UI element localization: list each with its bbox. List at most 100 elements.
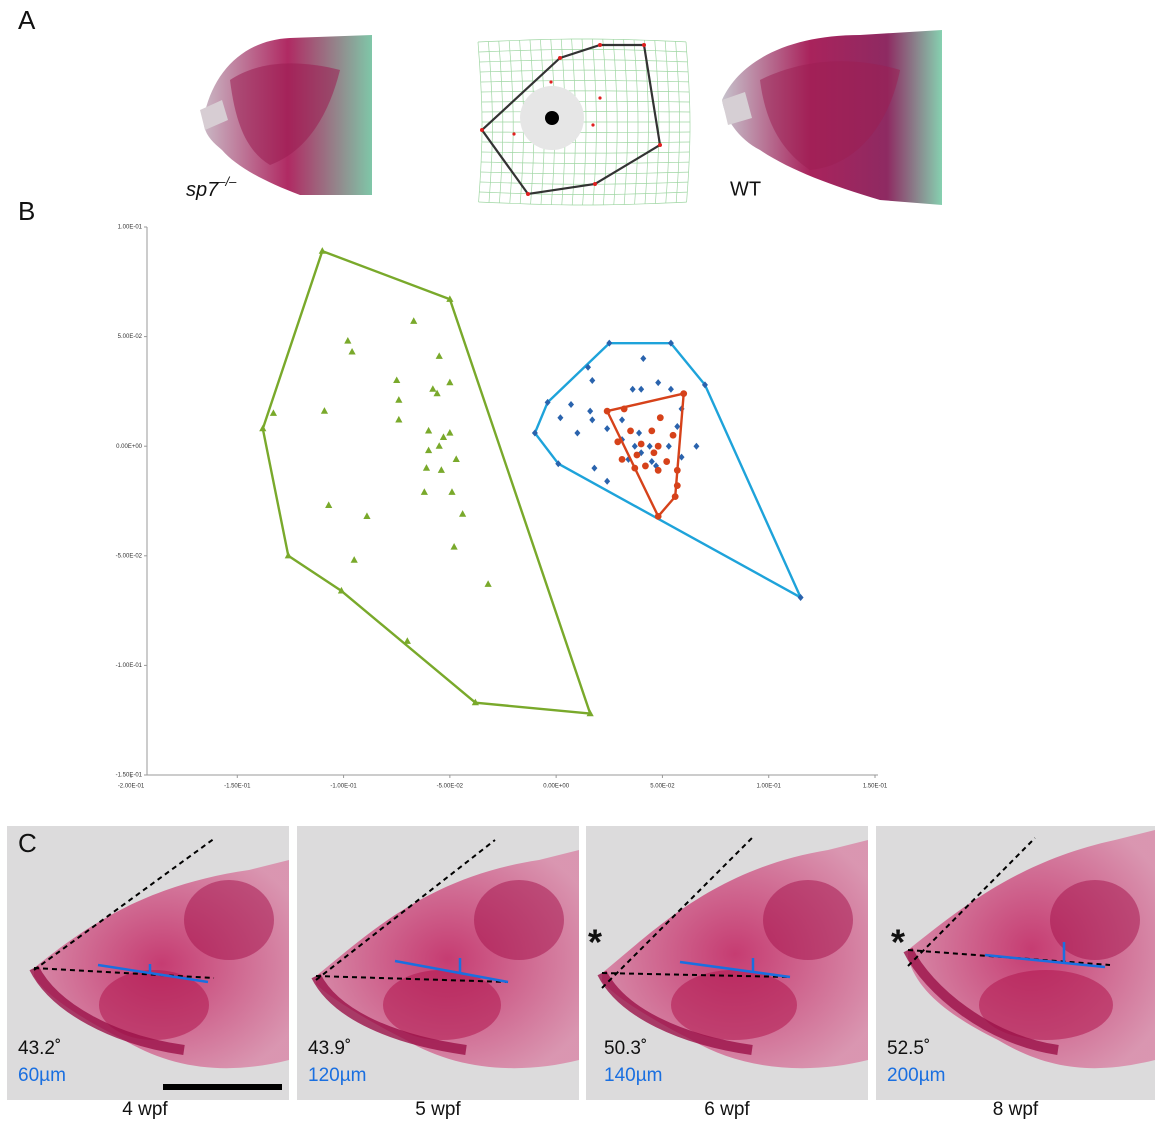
y-tick-label: 0.00E+00	[116, 444, 143, 450]
point	[440, 433, 447, 440]
point	[630, 386, 636, 393]
length-value: 140µm	[604, 1065, 662, 1086]
asterisk: *	[891, 922, 905, 963]
point	[619, 416, 625, 423]
mutant-superscript: –/–	[217, 174, 237, 189]
point	[657, 414, 664, 421]
point	[363, 512, 370, 519]
stage-label: 8 wpf	[993, 1099, 1039, 1120]
angle-value: 43.9˚	[308, 1038, 351, 1059]
point	[649, 458, 655, 465]
mutant-label: sp7–/–	[186, 174, 237, 201]
point	[627, 427, 634, 434]
point	[632, 443, 638, 450]
y-tick-label: -1.50E-01	[116, 773, 143, 779]
point	[448, 488, 455, 495]
point	[574, 430, 580, 437]
angle-value: 50.3˚	[604, 1038, 647, 1059]
length-value: 200µm	[887, 1065, 945, 1086]
hull	[263, 251, 590, 713]
point	[638, 386, 644, 393]
point	[395, 416, 402, 423]
point	[568, 401, 574, 408]
point	[285, 552, 292, 559]
specimen-photo: 52.5˚ 200µm *	[876, 826, 1155, 1100]
point	[348, 348, 355, 355]
point	[680, 390, 687, 397]
point	[321, 407, 328, 414]
point	[259, 425, 266, 432]
x-tick-label: 1.00E-01	[757, 784, 782, 790]
point	[421, 488, 428, 495]
panel-letter: B	[18, 196, 35, 226]
panel-letter: A	[18, 5, 36, 35]
point	[351, 556, 358, 563]
point	[446, 379, 453, 386]
point	[614, 438, 621, 445]
x-tick-label: 1.50E-01	[863, 784, 888, 790]
point	[591, 465, 597, 472]
point	[666, 443, 672, 450]
point	[631, 465, 638, 472]
mutant-photo	[200, 35, 372, 195]
point	[429, 385, 436, 392]
point	[674, 423, 680, 430]
specimen-photo: 43.2˚60µm	[7, 826, 289, 1100]
point	[634, 452, 641, 459]
point	[485, 580, 492, 587]
point	[453, 455, 460, 462]
point	[640, 355, 646, 362]
point	[325, 501, 332, 508]
panel-letter: C	[18, 828, 37, 858]
point	[604, 425, 610, 432]
stage-label: 6 wpf	[704, 1099, 750, 1120]
x-tick-label: 0.00E+00	[543, 784, 570, 790]
opercle	[671, 970, 797, 1040]
wt-label: WT	[730, 178, 761, 200]
y-tick-label: -5.00E-02	[116, 553, 143, 559]
point	[459, 510, 466, 517]
point	[663, 458, 670, 465]
point	[674, 467, 681, 474]
point	[619, 456, 626, 463]
x-tick-label: -1.50E-01	[224, 784, 251, 790]
scale-bar	[163, 1084, 282, 1090]
point	[451, 543, 458, 550]
asterisk: *	[588, 922, 602, 963]
point	[655, 467, 662, 474]
point	[393, 376, 400, 383]
point	[668, 386, 674, 393]
eye-region	[474, 880, 564, 960]
length-value: 120µm	[308, 1065, 366, 1086]
point	[319, 247, 326, 254]
point	[589, 377, 595, 384]
point	[425, 427, 432, 434]
angle-value: 52.5˚	[887, 1038, 930, 1059]
point	[438, 466, 445, 473]
angle-value: 43.2˚	[18, 1038, 61, 1059]
point	[589, 416, 595, 423]
y-tick-label: 5.00E-02	[118, 334, 143, 340]
point	[423, 464, 430, 471]
point	[446, 429, 453, 436]
stage-label: 5 wpf	[415, 1099, 461, 1120]
point	[642, 463, 649, 470]
point	[651, 449, 658, 456]
point	[404, 637, 411, 644]
point	[672, 493, 679, 500]
point	[674, 482, 681, 489]
x-tick-label: -1.00E-01	[330, 784, 357, 790]
specimen-photo: 50.3˚ 140µm *	[586, 826, 868, 1100]
point	[436, 442, 443, 449]
figure: A sp7–/– WT B -2.00E-01-1.50E-01-1.00E-0…	[0, 0, 1155, 1121]
point	[655, 379, 661, 386]
point	[395, 396, 402, 403]
point	[410, 317, 417, 324]
point	[648, 427, 655, 434]
point	[436, 352, 443, 359]
point	[604, 478, 610, 485]
x-tick-label: 5.00E-02	[650, 784, 675, 790]
point	[557, 414, 563, 421]
